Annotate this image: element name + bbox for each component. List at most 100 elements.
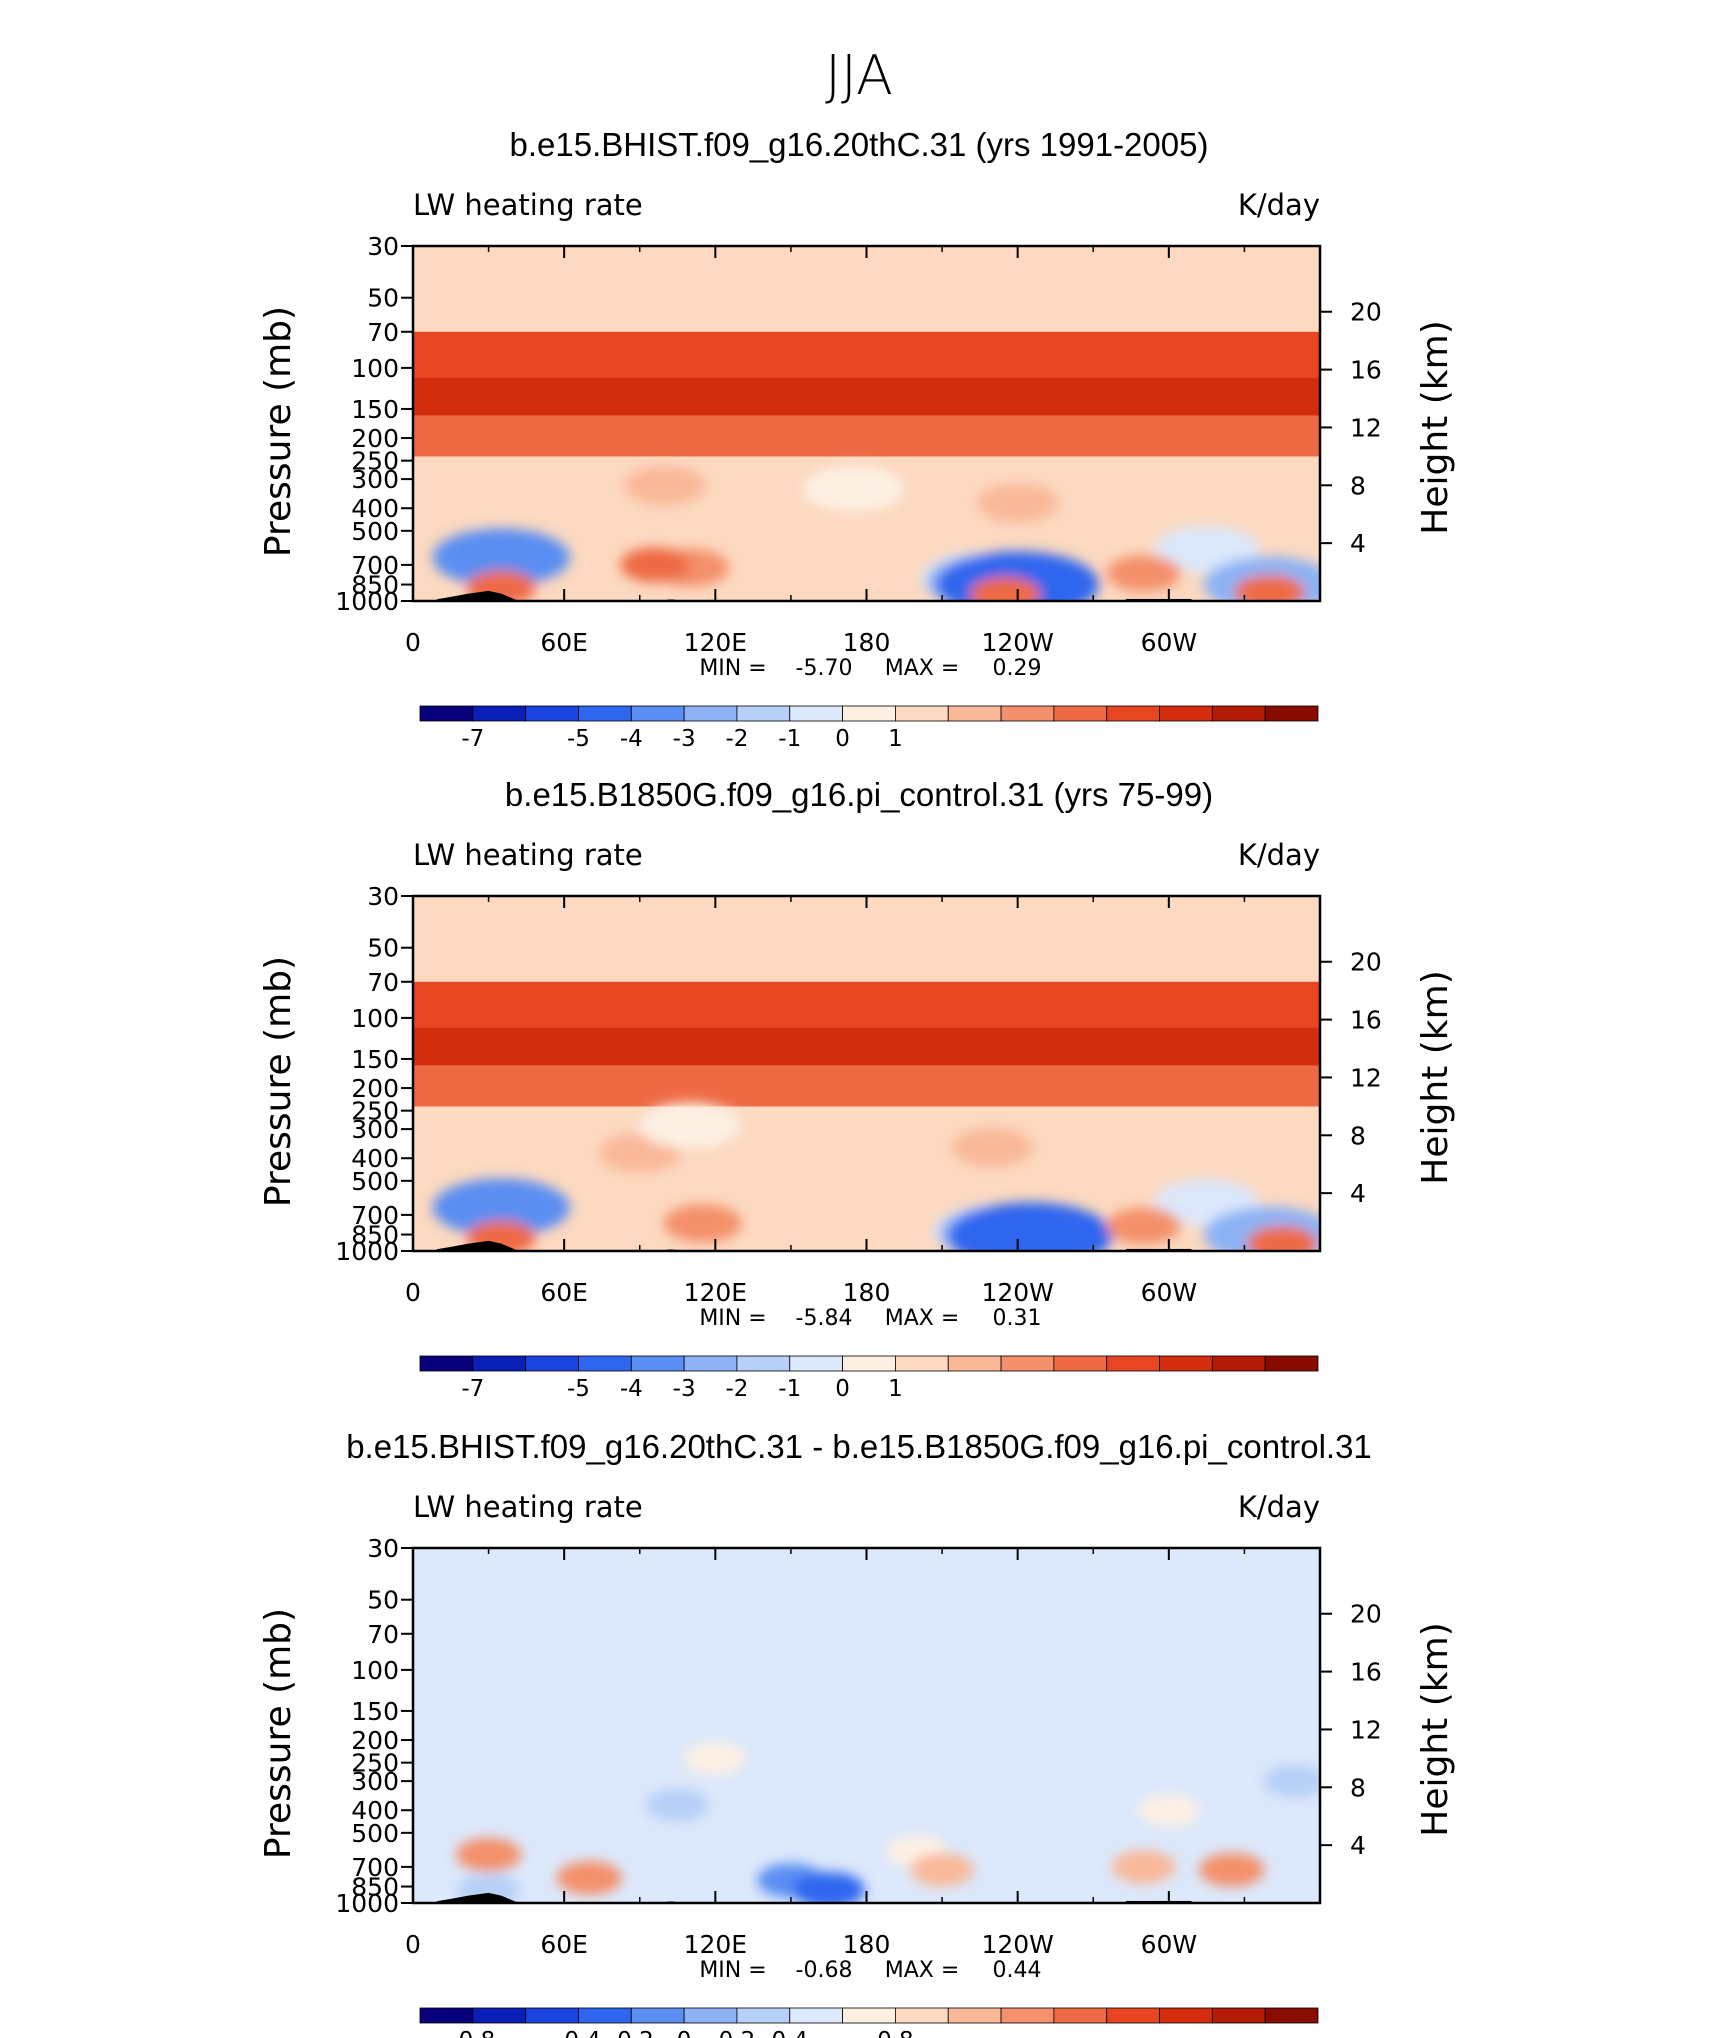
y-axis-label: Pressure (mb) xyxy=(258,956,299,1207)
colorbar-segment-3 xyxy=(578,1355,632,1372)
colorbar-label: -3 xyxy=(673,1376,696,1402)
colorbar-segment-5 xyxy=(683,705,738,722)
right-label: K/day xyxy=(1238,1490,1320,1524)
contour-features xyxy=(432,1102,1320,1251)
height-tick-label: 8 xyxy=(1350,1121,1366,1150)
left-label: LW heating rate xyxy=(413,1490,643,1524)
colorbar-label: 0 xyxy=(677,2028,692,2038)
colorbar-segment-11 xyxy=(1000,1355,1055,1372)
y-axis-label: Pressure (mb) xyxy=(258,306,299,557)
panel-title: b.e15.B1850G.f09_g16.pi_control.31 (yrs … xyxy=(505,776,1213,813)
contour-feature-1 xyxy=(951,1127,1034,1168)
y-axis-label-right: Height (km) xyxy=(1415,320,1456,534)
height-tick-label: 20 xyxy=(1350,1600,1382,1629)
plot-area xyxy=(413,1548,1320,1903)
colorbar-segment-2 xyxy=(525,2007,579,2024)
y-tick-label: 850 xyxy=(351,1873,399,1902)
panel-3: b.e15.BHIST.f09_g16.20thC.31 - b.e15.B18… xyxy=(258,1428,1456,2038)
y-tick-label: 70 xyxy=(367,318,399,347)
contour-feature-3 xyxy=(455,1837,522,1872)
height-tick-label: 16 xyxy=(1350,1006,1382,1035)
colorbar-segment-12 xyxy=(1053,705,1108,722)
colorbar-segment-1 xyxy=(472,2007,527,2024)
colorbar-segment-16 xyxy=(1264,1355,1319,1372)
contour-band-1 xyxy=(413,331,1320,378)
right-label: K/day xyxy=(1238,838,1320,872)
contour-feature-12 xyxy=(1263,1764,1320,1798)
colorbar-segment-7 xyxy=(789,2007,843,2024)
height-tick-label: 4 xyxy=(1350,529,1366,558)
colorbar-segment-11 xyxy=(1000,705,1055,722)
y-tick-label: 700 xyxy=(351,1853,399,1882)
contour-features xyxy=(432,465,1320,601)
colorbar-label: -0.4 xyxy=(556,2028,601,2038)
colorbar-segment-4 xyxy=(630,705,685,722)
colorbar-segment-9 xyxy=(895,705,949,722)
colorbar-label: 1 xyxy=(888,726,903,752)
contour-feature-4 xyxy=(620,547,690,583)
colorbar-segment-2 xyxy=(525,705,579,722)
max-value: 0.29 xyxy=(993,656,1042,681)
max-value: 0.31 xyxy=(993,1306,1042,1331)
contour-feature-2 xyxy=(803,465,905,512)
contour-band-0 xyxy=(413,246,1320,332)
y-tick-label: 300 xyxy=(351,465,399,494)
y-tick-label: 400 xyxy=(351,494,399,523)
colorbar-segment-8 xyxy=(842,2007,896,2024)
colorbar-segment-0 xyxy=(419,1355,474,1372)
y-tick-label: 50 xyxy=(367,934,399,963)
y-tick-label: 300 xyxy=(351,1767,399,1796)
contour-band-3 xyxy=(413,415,1320,457)
y-tick-label: 200 xyxy=(351,1074,399,1103)
colorbar-segment-3 xyxy=(578,2007,632,2024)
height-tick-label: 4 xyxy=(1350,1179,1366,1208)
colorbar-segment-14 xyxy=(1159,705,1213,722)
colorbar-label: 0 xyxy=(835,726,850,752)
y-tick-label: 500 xyxy=(351,517,399,546)
colorbar-segment-4 xyxy=(630,2007,685,2024)
max-label: MAX = xyxy=(885,656,960,681)
y-tick-label: 1000 xyxy=(335,1237,399,1266)
colorbar-label: -4 xyxy=(620,726,643,752)
y-tick-label: 100 xyxy=(351,1656,399,1685)
y-axis-label-right: Height (km) xyxy=(1415,1622,1456,1836)
colorbar-segment-7 xyxy=(789,1355,843,1372)
x-tick-label: 120E xyxy=(684,1930,748,1959)
plot-area xyxy=(413,246,1320,601)
colorbar-segment-10 xyxy=(947,2007,1002,2024)
plot-area xyxy=(413,896,1320,1251)
height-tick-label: 8 xyxy=(1350,471,1366,500)
y-axis-label-right: Height (km) xyxy=(1415,970,1456,1184)
max-label: MAX = xyxy=(885,1958,960,1983)
y-tick-label: 400 xyxy=(351,1144,399,1173)
y-axis-label: Pressure (mb) xyxy=(258,1608,299,1859)
contour-band-0 xyxy=(413,1548,1320,1903)
height-tick-label: 16 xyxy=(1350,1658,1382,1687)
colorbar-segment-1 xyxy=(472,1355,527,1372)
colorbar-label: -1 xyxy=(778,1376,801,1402)
colorbar-segment-6 xyxy=(736,705,791,722)
contour-band-0 xyxy=(413,896,1320,982)
y-tick-label: 30 xyxy=(367,1534,399,1563)
x-tick-label: 60W xyxy=(1141,628,1198,657)
colorbar-segment-9 xyxy=(895,2007,949,2024)
contour-band-1 xyxy=(413,981,1320,1028)
y-tick-label: 150 xyxy=(351,1045,399,1074)
colorbar-segment-11 xyxy=(1000,2007,1055,2024)
x-tick-label: 120W xyxy=(981,1930,1053,1959)
height-tick-label: 16 xyxy=(1350,356,1382,385)
colorbar-label: -2 xyxy=(725,1376,748,1402)
height-tick-label: 4 xyxy=(1350,1831,1366,1860)
contour-feature-13 xyxy=(1106,554,1181,592)
y-tick-label: 850 xyxy=(351,1221,399,1250)
y-tick-label: 700 xyxy=(351,1201,399,1230)
colorbar-segment-13 xyxy=(1106,2007,1160,2024)
y-tick-label: 150 xyxy=(351,395,399,424)
contour-feature-6 xyxy=(948,1202,1113,1251)
contour-feature-7 xyxy=(1199,1852,1265,1887)
y-tick-label: 30 xyxy=(367,882,399,911)
colorbar-segment-14 xyxy=(1159,2007,1213,2024)
contour-feature-1 xyxy=(976,483,1059,523)
x-tick-label: 60E xyxy=(540,628,588,657)
